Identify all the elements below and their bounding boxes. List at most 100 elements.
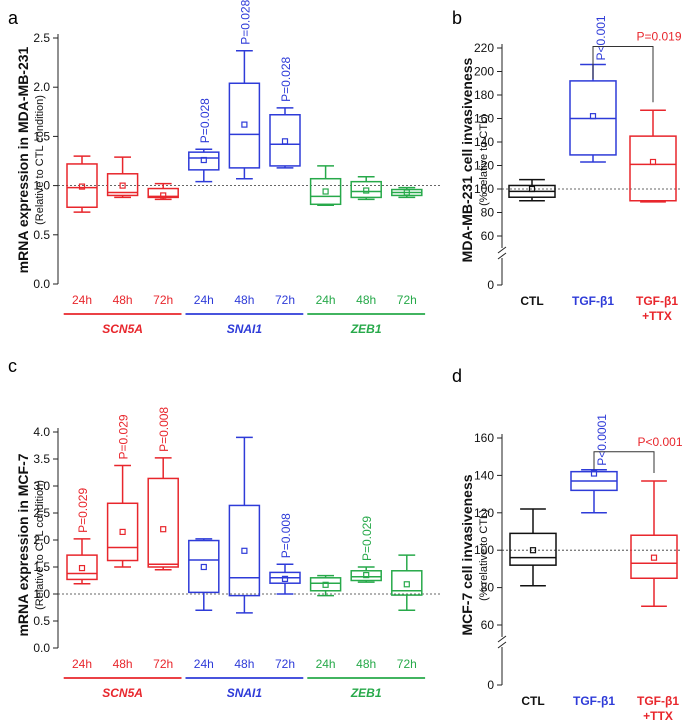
x-tick-label-2: 72h bbox=[153, 657, 173, 671]
mean-marker-1 bbox=[590, 470, 598, 477]
p-value-4: P=0.028 bbox=[238, 0, 252, 45]
box-iqr-4 bbox=[228, 82, 261, 169]
y-tick-label-3: 1.5 bbox=[33, 129, 50, 143]
x-tick-label-4: 48h bbox=[234, 293, 254, 307]
y-tick-label-1: 0.5 bbox=[33, 228, 50, 242]
x-label-tgf-ttx: TGF-β1 bbox=[637, 694, 679, 708]
y-tick-label-0: 0.0 bbox=[33, 277, 50, 291]
p-value-5: P=0.028 bbox=[279, 56, 293, 101]
y-tick-label-8: 4.0 bbox=[33, 425, 50, 439]
box-iqr-3 bbox=[188, 151, 220, 171]
y-axis-title: MDA-MB-231 cell invasiveness bbox=[459, 57, 475, 262]
box-iqr-7 bbox=[350, 570, 382, 582]
y-tick-label-1: 80 bbox=[481, 581, 495, 595]
group-label-zeb1: ZEB1 bbox=[350, 686, 382, 700]
p-value-1: P<0.001 bbox=[594, 15, 608, 60]
panel-c-expression-chart: 0.0 0.5 1.0 1.5 2.0 2.5 3.0 3.5 4.0 P=0.029 24h P=0… bbox=[15, 407, 442, 700]
box-iqr-0 bbox=[509, 532, 557, 566]
mean-marker-1 bbox=[119, 182, 126, 189]
mean-marker-1 bbox=[589, 113, 597, 120]
y-tick-label-3: 1.5 bbox=[33, 560, 50, 574]
x-tick-label-5: 72h bbox=[275, 293, 295, 307]
axis-break-mark-2 bbox=[497, 641, 507, 649]
y-tick-label-8: 220 bbox=[474, 41, 494, 55]
y-tick-label-1: 80 bbox=[481, 206, 495, 220]
mean-marker-2 bbox=[160, 526, 167, 533]
x-tick-label-5: 72h bbox=[275, 657, 295, 671]
box-iqr-8 bbox=[391, 570, 423, 596]
panel-d-invasiveness-chart: 60 80 100 120 140 160 0 P<0.0001 P<0.001 CTL TGF-β… bbox=[459, 414, 683, 723]
x-label-tgf: TGF-β1 bbox=[572, 294, 614, 308]
y-tick-label-zero: 0 bbox=[487, 678, 494, 692]
y-axis-subtitle: (% relative to CTL) bbox=[478, 114, 490, 206]
y-tick-label-0: 60 bbox=[481, 618, 495, 632]
mean-marker-2 bbox=[160, 192, 167, 199]
p-value-1: P<0.0001 bbox=[595, 414, 609, 466]
x-tick-label-7: 48h bbox=[356, 657, 376, 671]
x-tick-label-8: 72h bbox=[397, 293, 417, 307]
mean-marker-1 bbox=[119, 528, 126, 536]
y-tick-label-4: 140 bbox=[474, 468, 494, 482]
box-iqr-2 bbox=[629, 135, 677, 202]
x-tick-label-4: 48h bbox=[234, 657, 254, 671]
mean-marker-0 bbox=[528, 185, 536, 193]
x-tick-label-0: 24h bbox=[72, 657, 92, 671]
mean-marker-6 bbox=[322, 581, 329, 588]
panel-label-c: c bbox=[8, 356, 17, 376]
y-tick-label-2: 100 bbox=[474, 182, 494, 196]
bracket-p-value: P=0.019 bbox=[636, 29, 681, 43]
y-tick-label-zero: 0 bbox=[487, 278, 494, 292]
x-tick-label-2: 72h bbox=[153, 293, 173, 307]
x-label-ttx: +TTX bbox=[643, 709, 673, 723]
box-iqr-5 bbox=[269, 114, 301, 167]
x-tick-label-7: 48h bbox=[356, 293, 376, 307]
box-iqr-1 bbox=[106, 173, 139, 197]
p-value-3: P=0.028 bbox=[198, 98, 212, 143]
group-label-scn5a: SCN5A bbox=[102, 686, 143, 700]
x-label-ctl: CTL bbox=[521, 694, 544, 708]
axis-break-mark-1 bbox=[497, 635, 507, 643]
group-label-zeb1: ZEB1 bbox=[350, 322, 382, 336]
p-value-5: P=0.008 bbox=[279, 513, 293, 558]
y-tick-label-5: 160 bbox=[474, 112, 494, 126]
y-tick-label-7: 200 bbox=[474, 65, 494, 79]
y-tick-label-5: 2.5 bbox=[33, 506, 50, 520]
y-tick-label-0: 60 bbox=[481, 229, 495, 243]
panel-label-b: b bbox=[452, 8, 462, 28]
y-tick-label-2: 1.0 bbox=[33, 179, 50, 193]
box-iqr-2 bbox=[630, 534, 678, 579]
x-tick-label-1: 48h bbox=[113, 293, 133, 307]
x-tick-label-3: 24h bbox=[194, 293, 214, 307]
y-axis-subtitle: (Relative to CTL condition) bbox=[34, 95, 46, 225]
mean-marker-7 bbox=[363, 187, 370, 194]
panel-label-a: a bbox=[8, 8, 19, 28]
y-axis-title: mRNA expression in MCF-7 bbox=[15, 453, 31, 636]
mean-marker-4 bbox=[241, 121, 248, 128]
y-tick-label-4: 2.0 bbox=[33, 533, 50, 547]
y-tick-label-5: 160 bbox=[474, 431, 494, 445]
mean-marker-0 bbox=[78, 564, 86, 572]
comparison-bracket bbox=[592, 45, 654, 103]
box-iqr-2 bbox=[147, 477, 179, 568]
mean-marker-3 bbox=[200, 156, 207, 164]
box-iqr-0 bbox=[66, 163, 98, 208]
box-iqr-6 bbox=[309, 177, 342, 206]
y-axis-subtitle: (Relative to CTL condition) bbox=[34, 480, 46, 610]
x-tick-label-0: 24h bbox=[72, 293, 92, 307]
mean-marker-8 bbox=[403, 189, 410, 196]
mean-marker-4 bbox=[241, 547, 248, 554]
y-tick-label-1: 0.5 bbox=[33, 614, 50, 628]
y-axis-title: MCF-7 cell invasiveness bbox=[459, 474, 475, 635]
x-label-ctl: CTL bbox=[520, 294, 543, 308]
mean-marker-7 bbox=[363, 571, 370, 579]
y-tick-label-6: 3.0 bbox=[33, 479, 50, 493]
y-tick-label-3: 120 bbox=[474, 159, 494, 173]
y-axis-title: mRNA expression in MDA-MB-231 bbox=[15, 46, 31, 273]
box-iqr-3 bbox=[188, 539, 220, 594]
box-iqr-0 bbox=[66, 554, 98, 581]
comparison-bracket bbox=[593, 451, 655, 474]
mean-marker-2 bbox=[650, 554, 658, 561]
mean-marker-5 bbox=[281, 575, 289, 582]
mean-marker-0 bbox=[529, 547, 537, 554]
x-label-tgf: TGF-β1 bbox=[573, 694, 615, 708]
